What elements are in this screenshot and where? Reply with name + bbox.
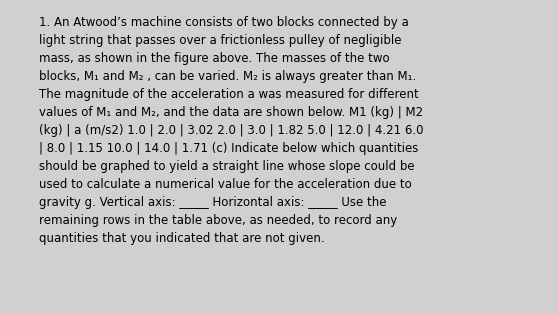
Text: 1. An Atwood’s machine consists of two blocks connected by a
light string that p: 1. An Atwood’s machine consists of two b… <box>39 16 424 245</box>
